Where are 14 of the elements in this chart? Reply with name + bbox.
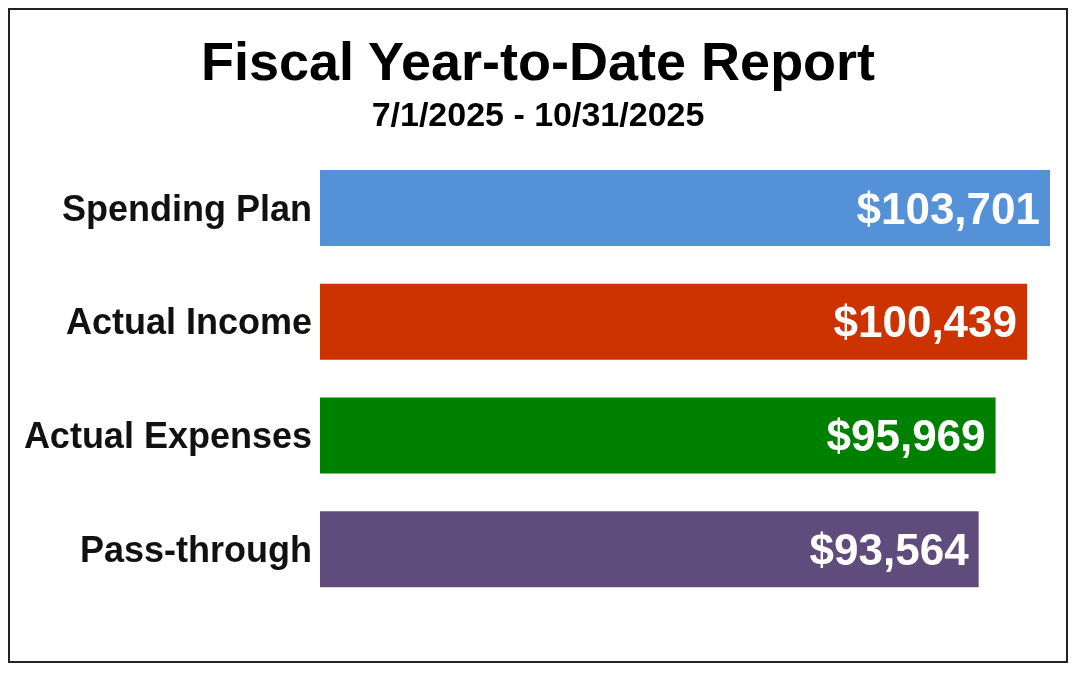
y-tick-label: Pass-through xyxy=(79,528,312,570)
data-label: $93,564 xyxy=(809,524,970,574)
data-label: $95,969 xyxy=(826,411,986,460)
chart-subtitle: 7/1/2025 - 10/31/2025 xyxy=(370,94,706,135)
bar xyxy=(320,511,979,588)
bar xyxy=(320,397,996,474)
bar xyxy=(320,170,1050,246)
y-tick-label: Actual Expenses xyxy=(23,415,312,457)
y-tick-label: Actual Income xyxy=(65,301,312,343)
data-label: $100,439 xyxy=(833,297,1018,347)
bar xyxy=(320,283,1028,360)
data-label: $103,701 xyxy=(856,183,1040,233)
chart-title: Fiscal Year-to-Date Report xyxy=(199,30,877,92)
y-tick-label: Spending Plan xyxy=(61,187,312,229)
